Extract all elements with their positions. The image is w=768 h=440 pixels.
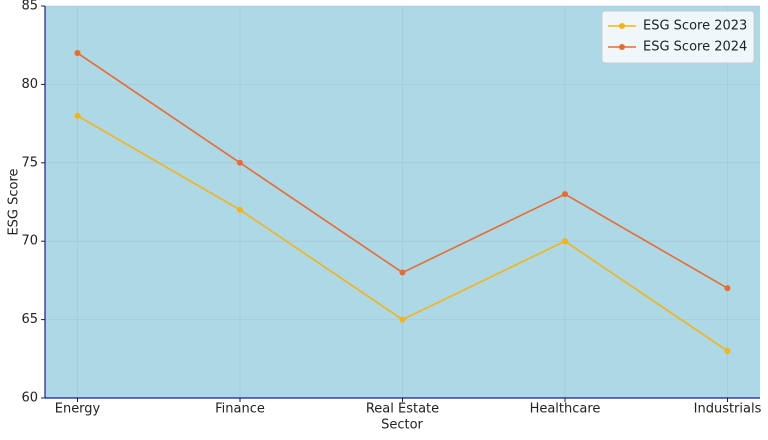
x-tick-label: Finance — [215, 402, 265, 417]
data-point — [399, 269, 406, 276]
y-tick-label: 65 — [21, 312, 38, 327]
data-point — [74, 112, 81, 119]
y-tick-label: 80 — [21, 77, 38, 92]
x-tick-label: Industrials — [694, 402, 762, 417]
legend: ESG Score 2023 ESG Score 2024 — [601, 10, 755, 64]
x-tick-label: Energy — [55, 402, 101, 417]
data-point — [562, 238, 568, 245]
lines — [74, 50, 731, 354]
data-point — [237, 159, 243, 166]
y-tick-label: 75 — [21, 155, 38, 170]
legend-box — [601, 10, 755, 64]
y-tick-label: 85 — [21, 0, 38, 14]
data-point — [74, 50, 81, 57]
data-point — [562, 191, 568, 198]
legend-marker — [619, 44, 625, 50]
y-tick-label: 60 — [21, 391, 38, 406]
y-tick-label: 70 — [21, 234, 38, 249]
data-point — [724, 347, 731, 354]
legend-label: ESG Score 2024 — [643, 40, 747, 55]
data-point — [724, 285, 731, 292]
legend-marker — [619, 23, 625, 29]
data-point — [399, 316, 406, 323]
data-point — [237, 206, 243, 213]
x-tick-label: Real Estate — [366, 402, 439, 417]
legend-label: ESG Score 2023 — [643, 19, 747, 34]
y-axis-label: ESG Score — [7, 168, 22, 235]
x-tick-label: Healthcare — [530, 402, 601, 417]
x-axis-label: Sector — [381, 418, 423, 433]
